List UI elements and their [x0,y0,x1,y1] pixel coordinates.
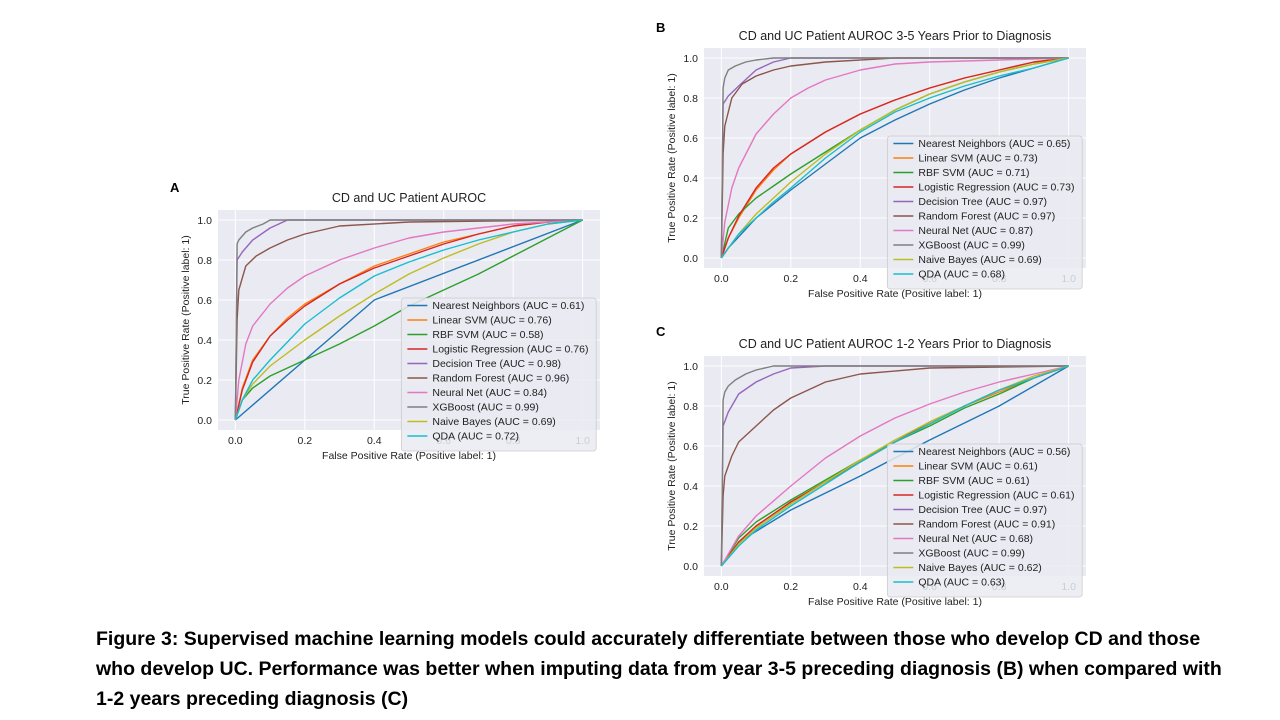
legend-label-linear-svm: Linear SVM (AUC = 0.73) [918,153,1037,165]
legend: Nearest Neighbors (AUC = 0.56) Linear SVM… [886,443,1083,598]
legend-label-logistic-regression: Logistic Regression (AUC = 0.61) [918,490,1074,502]
roc-curve-rbf-svm [720,365,1069,567]
roc-curve-neural-net [720,365,1069,567]
x-axis-label: False Positive Rate (Positive label: 1) [808,288,982,300]
roc-curve-logistic-regression [720,57,1069,259]
x-axis-label: False Positive Rate (Positive label: 1) [322,450,496,462]
y-tick-label: 0.8 [683,401,698,413]
legend-label-neural-net: Neural Net (AUC = 0.84) [432,387,547,399]
y-tick-label: 0.6 [197,295,212,307]
legend-label-random-forest: Random Forest (AUC = 0.97) [918,211,1055,223]
y-tick-label: 0.8 [197,255,212,267]
roc-curve-rbf-svm [234,219,583,421]
legend-label-rbf-svm: RBF SVM (AUC = 0.61) [918,475,1029,487]
legend-label-naive-bayes: Naive Bayes (AUC = 0.69) [432,416,555,428]
legend-label-random-forest: Random Forest (AUC = 0.91) [918,519,1055,531]
roc-curve-neural-net [234,219,583,421]
chart-title: CD and UC Patient AUROC [332,191,486,205]
x-tick-label: 0.2 [784,581,799,593]
legend-label-qda: QDA (AUC = 0.63) [918,577,1005,589]
legend-label-linear-svm: Linear SVM (AUC = 0.76) [432,315,551,327]
panel-letter-a: A [170,180,180,195]
roc-chart-a: CD and UC Patient AUROC 0.0 0.0 0.2 0.2 0.4 0.… [180,191,600,462]
roc-chart-c: CD and UC Patient AUROC 1-2 Years Prior … [666,337,1086,608]
y-tick-label: 0.2 [683,213,698,225]
legend-label-decision-tree: Decision Tree (AUC = 0.98) [432,358,561,370]
legend: Nearest Neighbors (AUC = 0.61) Linear SVM… [400,297,597,452]
chart-title: CD and UC Patient AUROC 1-2 Years Prior … [739,337,1052,351]
roc-curve-nearest-neighbors [234,219,583,421]
legend-label-logistic-regression: Logistic Regression (AUC = 0.76) [432,344,588,356]
x-tick-label: 0.4 [853,581,868,593]
y-tick-label: 0.0 [197,415,212,427]
legend-label-xgboost: XGBoost (AUC = 0.99) [918,240,1025,252]
legend-label-nearest-neighbors: Nearest Neighbors (AUC = 0.61) [432,300,584,312]
legend-label-neural-net: Neural Net (AUC = 0.68) [918,533,1033,545]
roc-curve-random-forest [234,219,583,421]
y-tick-label: 0.2 [683,521,698,533]
roc-curve-xgboost [234,219,583,421]
legend-label-random-forest: Random Forest (AUC = 0.96) [432,373,569,385]
x-tick-label: 0.0 [228,435,243,447]
y-axis-label: True Positive Rate (Positive label: 1) [180,235,192,404]
y-tick-label: 1.0 [197,215,212,227]
y-tick-label: 0.4 [197,335,212,347]
x-tick-label: 0.2 [784,273,799,285]
panel-letter-b: B [656,20,666,35]
legend-label-decision-tree: Decision Tree (AUC = 0.97) [918,504,1047,516]
legend-label-logistic-regression: Logistic Regression (AUC = 0.73) [918,182,1074,194]
legend-box [400,297,597,452]
y-tick-label: 0.0 [683,561,698,573]
legend: Nearest Neighbors (AUC = 0.65) Linear SVM… [886,135,1083,290]
roc-curve-qda [234,219,583,421]
y-tick-label: 0.6 [683,133,698,145]
roc-curve-xgboost [720,365,1069,567]
roc-curve-neural-net [720,57,1069,259]
legend-label-rbf-svm: RBF SVM (AUC = 0.58) [432,329,543,341]
legend-label-linear-svm: Linear SVM (AUC = 0.61) [918,461,1037,473]
legend-label-xgboost: XGBoost (AUC = 0.99) [918,548,1025,560]
legend-label-qda: QDA (AUC = 0.72) [432,431,519,443]
x-axis-label: False Positive Rate (Positive label: 1) [808,596,982,608]
y-tick-label: 1.0 [683,53,698,65]
figure-caption: Figure 3: Supervised machine learning mo… [96,628,1222,710]
legend-label-xgboost: XGBoost (AUC = 0.99) [432,402,539,414]
legend-label-naive-bayes: Naive Bayes (AUC = 0.69) [918,254,1041,266]
y-tick-label: 1.0 [683,361,698,373]
y-tick-label: 0.4 [683,481,698,493]
legend-label-nearest-neighbors: Nearest Neighbors (AUC = 0.65) [918,138,1070,150]
x-tick-label: 0.4 [367,435,382,447]
legend-label-nearest-neighbors: Nearest Neighbors (AUC = 0.56) [918,446,1070,458]
roc-curve-random-forest [720,57,1069,259]
legend-label-rbf-svm: RBF SVM (AUC = 0.71) [918,167,1029,179]
roc-curve-random-forest [720,365,1069,567]
roc-curve-naive-bayes [720,57,1069,259]
x-tick-label: 0.0 [714,581,729,593]
chart-title: CD and UC Patient AUROC 3-5 Years Prior … [739,29,1052,43]
y-tick-label: 0.0 [683,253,698,265]
panel-letter-c: C [656,324,666,339]
roc-curve-logistic-regression [234,219,583,421]
x-tick-label: 0.4 [853,273,868,285]
y-tick-label: 0.6 [683,441,698,453]
legend-label-neural-net: Neural Net (AUC = 0.87) [918,225,1033,237]
legend-box [886,443,1083,598]
legend-box [886,135,1083,290]
legend-label-decision-tree: Decision Tree (AUC = 0.97) [918,196,1047,208]
roc-curve-qda [720,365,1069,567]
roc-curve-xgboost [720,57,1069,259]
y-axis-label: True Positive Rate (Positive label: 1) [666,73,678,242]
x-tick-label: 0.2 [298,435,313,447]
y-tick-label: 0.4 [683,173,698,185]
y-tick-label: 0.8 [683,93,698,105]
x-tick-label: 0.0 [714,273,729,285]
y-axis-label: True Positive Rate (Positive label: 1) [666,381,678,550]
roc-chart-b: CD and UC Patient AUROC 3-5 Years Prior … [666,29,1086,300]
legend-label-qda: QDA (AUC = 0.68) [918,269,1005,281]
y-tick-label: 0.2 [197,375,212,387]
legend-label-naive-bayes: Naive Bayes (AUC = 0.62) [918,562,1041,574]
roc-curve-qda [720,57,1069,259]
